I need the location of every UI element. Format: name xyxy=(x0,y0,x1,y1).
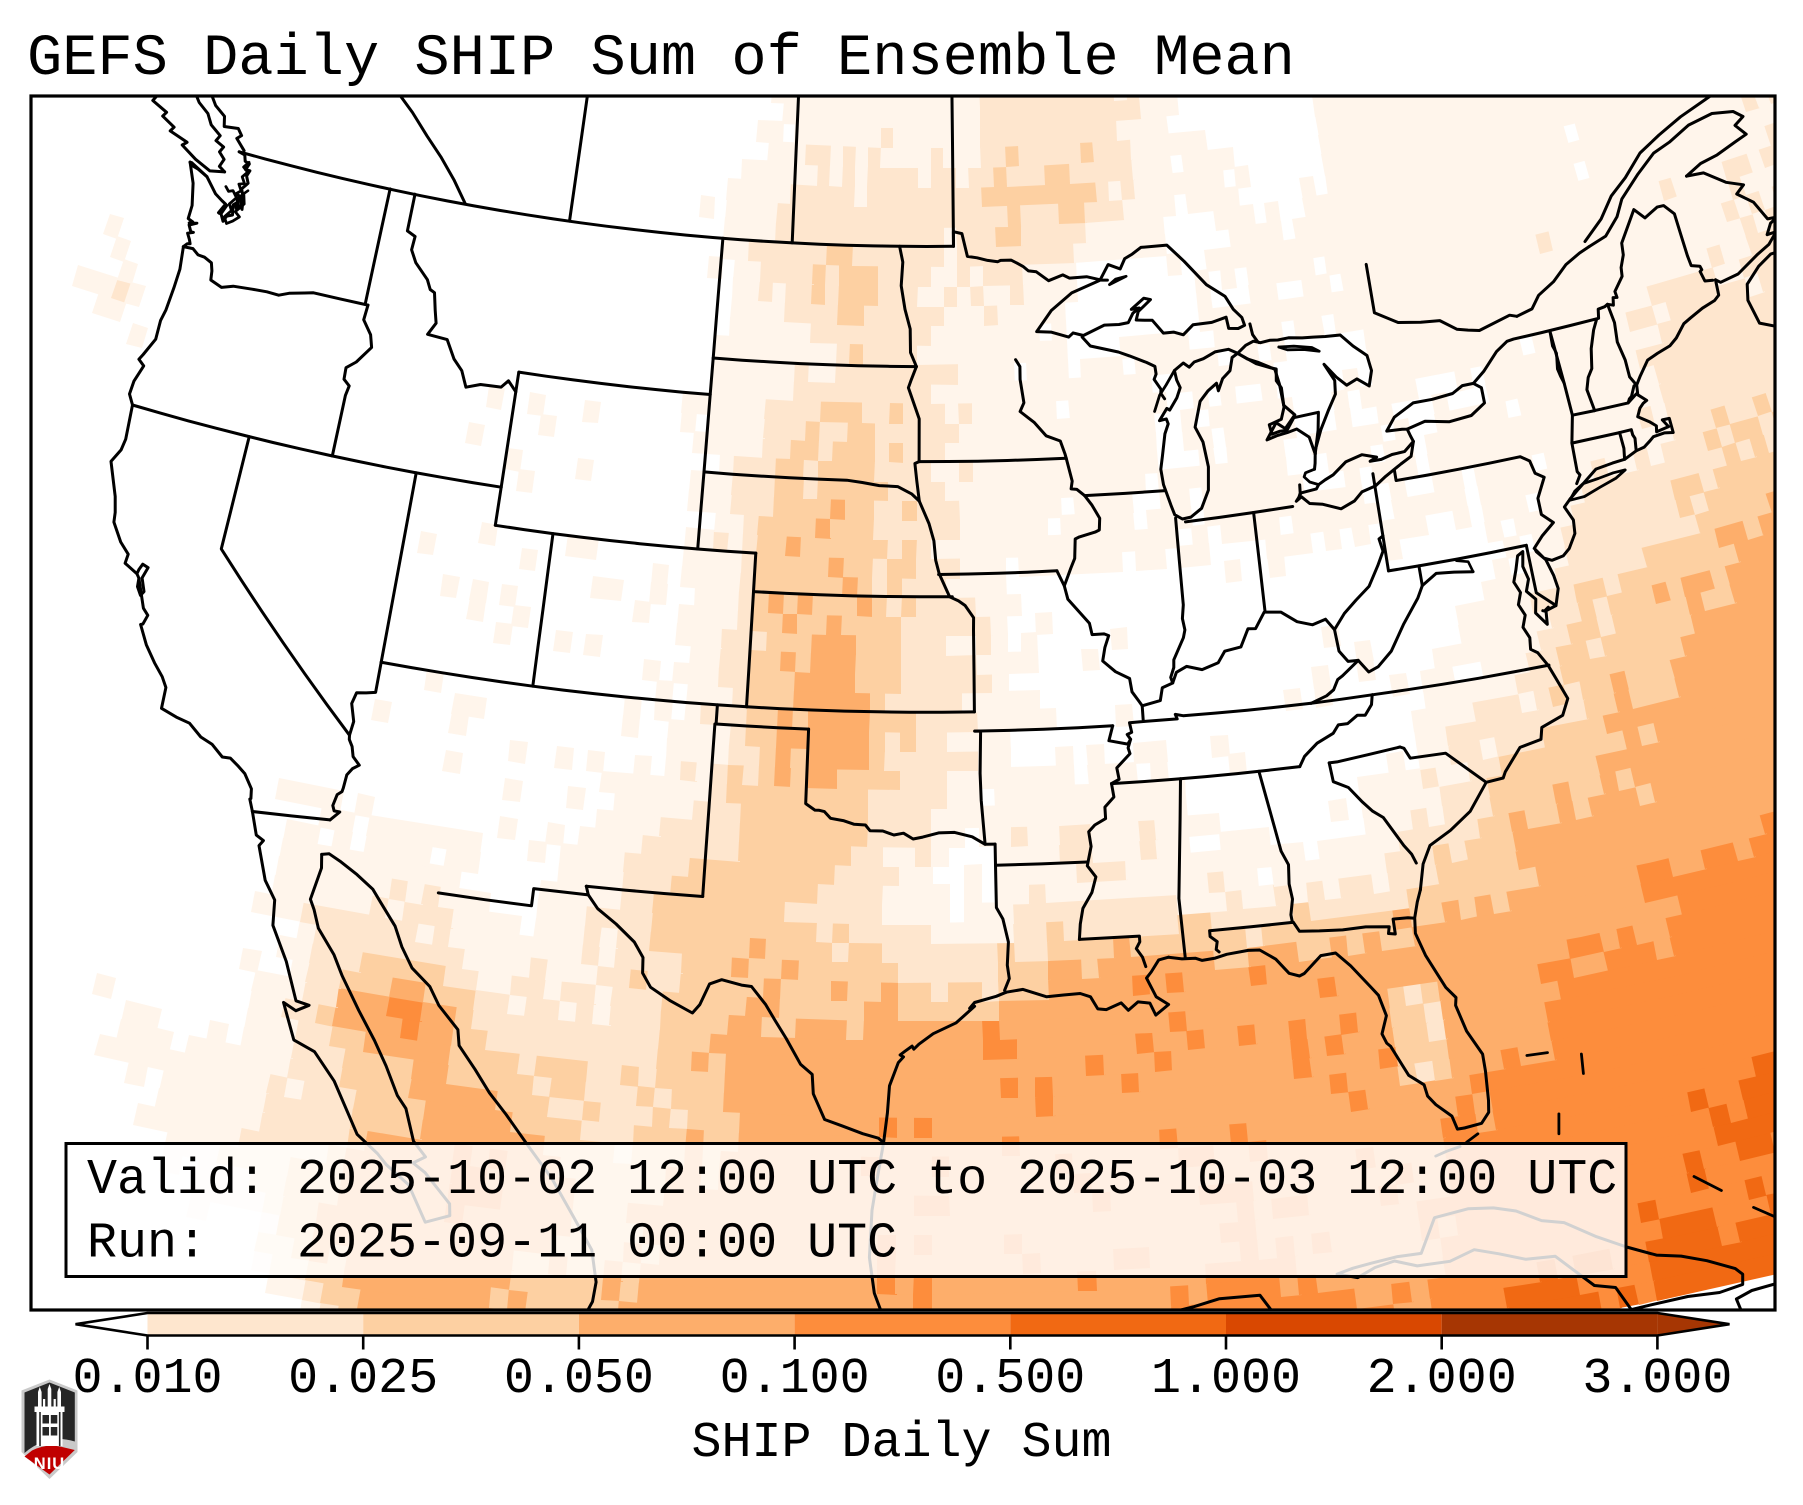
svg-text:3.000: 3.000 xyxy=(1582,1351,1732,1408)
svg-text:NIU: NIU xyxy=(34,1455,65,1473)
svg-text:0.100: 0.100 xyxy=(720,1351,870,1408)
svg-text:Run: 2025-09-11 00:00 UTC: Run: 2025-09-11 00:00 UTC xyxy=(87,1216,897,1273)
svg-text:0.050: 0.050 xyxy=(504,1351,654,1408)
svg-text:1.000: 1.000 xyxy=(1151,1351,1301,1408)
svg-text:0.025: 0.025 xyxy=(288,1351,438,1408)
svg-text:SHIP Daily Sum: SHIP Daily Sum xyxy=(691,1415,1111,1472)
svg-text:0.500: 0.500 xyxy=(935,1351,1085,1408)
svg-text:GEFS Daily SHIP Sum of Ensembl: GEFS Daily SHIP Sum of Ensemble Mean xyxy=(27,25,1295,92)
svg-text:Valid: 2025-10-02 12:00 UTC to: Valid: 2025-10-02 12:00 UTC to 2025-10-0… xyxy=(87,1152,1617,1209)
svg-text:0.010: 0.010 xyxy=(72,1351,222,1408)
svg-text:2.000: 2.000 xyxy=(1367,1351,1517,1408)
